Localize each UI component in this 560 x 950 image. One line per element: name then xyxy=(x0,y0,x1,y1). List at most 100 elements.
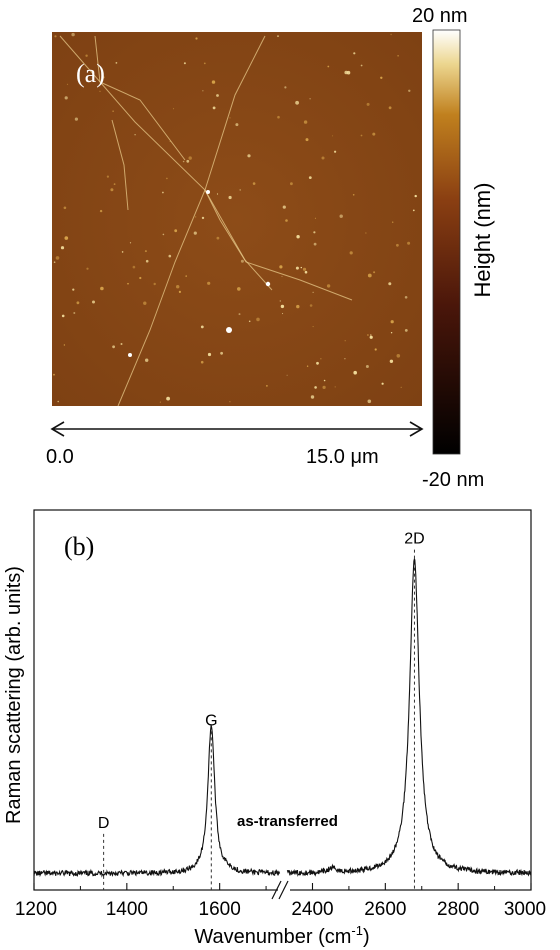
afm-particle xyxy=(309,304,313,307)
afm-particle xyxy=(360,64,363,67)
afm-particle xyxy=(55,256,60,260)
afm-particle xyxy=(334,386,336,388)
afm-particle xyxy=(396,243,399,247)
afm-particle xyxy=(296,235,300,239)
afm-wrinkle xyxy=(204,189,353,301)
colorbar-bottom-label: -20 nm xyxy=(422,469,484,491)
afm-particle xyxy=(207,352,212,357)
afm-particle xyxy=(277,35,279,37)
peak-label-d: D xyxy=(98,815,110,832)
x-axis-label: Wavenumber (cm-1) xyxy=(194,923,369,948)
afm-particle xyxy=(313,242,317,246)
panel-b-label: (b) xyxy=(64,532,94,561)
afm-particle xyxy=(296,304,300,309)
afm-particle xyxy=(76,301,80,305)
afm-particle xyxy=(367,399,372,404)
afm-particle xyxy=(73,312,76,314)
afm-particle xyxy=(99,209,103,213)
y-axis-label: Raman scattering (arb. units) xyxy=(3,566,25,824)
afm-particle xyxy=(102,76,105,79)
afm-particle xyxy=(112,110,114,112)
afm-particle xyxy=(63,344,66,346)
afm-particle xyxy=(106,175,109,178)
afm-particle xyxy=(312,326,314,328)
afm-particle xyxy=(389,359,394,363)
afm-particle xyxy=(216,236,220,240)
afm-particle xyxy=(188,156,192,160)
afm-particle xyxy=(60,246,65,250)
afm-particle xyxy=(284,86,287,89)
afm-particle xyxy=(248,320,251,323)
afm-particle xyxy=(194,216,197,218)
afm-particle xyxy=(229,117,231,119)
afm-particle xyxy=(369,335,373,339)
x-ticks: 1200 1400 1600 2400 2600 2800 3000 xyxy=(15,883,546,920)
afm-particle xyxy=(344,340,346,342)
afm-particle xyxy=(212,106,216,110)
afm-features xyxy=(53,32,417,407)
afm-particle xyxy=(392,221,394,223)
afm-particle xyxy=(302,267,307,271)
peak-label-2d: 2D xyxy=(404,531,424,548)
afm-particle xyxy=(397,55,399,57)
afm-particle xyxy=(390,320,394,324)
afm-particle xyxy=(115,62,118,64)
colorbar xyxy=(432,29,461,455)
afm-particle xyxy=(183,62,186,65)
afm-wrinkle xyxy=(117,35,266,407)
afm-particle xyxy=(314,386,317,389)
afm-particle xyxy=(61,314,65,318)
afm-particle xyxy=(66,83,69,85)
afm-panel: (a) 20 nm -20 nm Height (nm) 0.0 15.0 μm xyxy=(46,5,495,491)
afm-particle xyxy=(159,401,161,403)
afm-wrinkle xyxy=(111,119,129,211)
afm-particle xyxy=(306,365,309,367)
afm-bright-spot xyxy=(226,327,232,333)
afm-particle xyxy=(323,379,326,382)
afm-particle xyxy=(353,370,358,375)
afm-particle xyxy=(282,313,284,315)
afm-particle xyxy=(239,189,241,191)
x-tick-label: 2800 xyxy=(437,899,479,920)
afm-particle xyxy=(408,89,411,93)
afm-particle xyxy=(195,37,198,40)
afm-particle xyxy=(145,358,149,362)
afm-particle xyxy=(367,273,372,278)
afm-particle xyxy=(360,134,363,137)
afm-particle xyxy=(374,348,377,351)
afm-particle xyxy=(414,194,417,198)
afm-particle xyxy=(256,317,260,322)
afm-particle xyxy=(252,182,256,185)
x-tick-label: 1200 xyxy=(15,899,57,920)
afm-particle xyxy=(71,32,75,37)
scale-end-label: 15.0 μm xyxy=(306,446,379,468)
afm-bright-spot xyxy=(206,190,210,194)
scale-start-label: 0.0 xyxy=(46,446,74,468)
afm-particle xyxy=(407,241,411,245)
afm-particle xyxy=(290,182,293,186)
afm-particle xyxy=(229,401,231,403)
afm-particle xyxy=(240,259,244,263)
afm-particle xyxy=(100,286,104,291)
afm-particle xyxy=(247,154,251,158)
afm-particle xyxy=(178,290,181,293)
afm-particle xyxy=(235,123,239,127)
afm-particle xyxy=(185,275,187,277)
afm-particle xyxy=(322,385,326,389)
afm-particle xyxy=(200,325,204,329)
afm-particle xyxy=(72,288,75,291)
x-tick-label: 1600 xyxy=(199,899,241,920)
afm-particle xyxy=(129,242,132,244)
afm-particle xyxy=(412,209,415,212)
afm-particle xyxy=(211,80,216,84)
afm-particle xyxy=(162,191,164,194)
afm-particle xyxy=(186,159,190,163)
afm-particle xyxy=(168,254,172,258)
spectrum-line-left xyxy=(33,725,281,878)
afm-particle xyxy=(139,276,142,280)
afm-particle xyxy=(381,382,384,385)
afm-particle xyxy=(332,135,334,137)
afm-bright-spot xyxy=(128,353,132,357)
afm-particle xyxy=(203,62,206,65)
afm-particle xyxy=(295,100,299,105)
